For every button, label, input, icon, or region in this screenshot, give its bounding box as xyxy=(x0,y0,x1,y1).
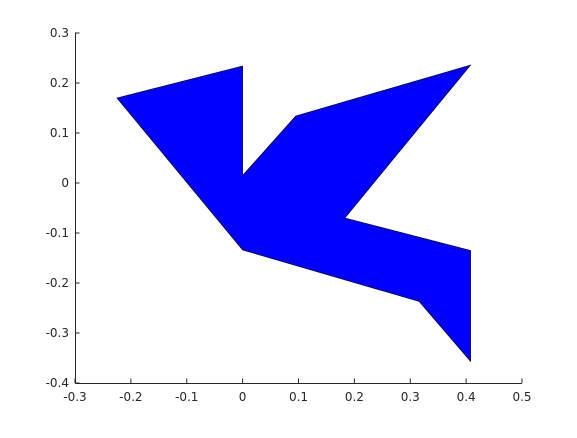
data-polygon-0 xyxy=(116,64,472,363)
y-tick-label: -0.2 xyxy=(46,276,69,290)
x-tick-label: 0.1 xyxy=(289,390,308,404)
x-tick-label: 0.4 xyxy=(457,390,476,404)
y-tick-label: 0.3 xyxy=(50,26,69,40)
y-tick-label: 0.1 xyxy=(50,126,69,140)
y-tick-label: -0.1 xyxy=(46,226,69,240)
y-tick-label: 0.2 xyxy=(50,76,69,90)
x-tick-label: 0.2 xyxy=(345,390,364,404)
x-tick-label: 0.3 xyxy=(401,390,420,404)
x-tick-label: -0.2 xyxy=(119,390,142,404)
plot-area xyxy=(116,64,472,363)
x-tick-label: -0.1 xyxy=(175,390,198,404)
x-tick-label: 0 xyxy=(239,390,247,404)
y-tick-label: 0 xyxy=(61,176,69,190)
y-tick-label: -0.3 xyxy=(46,326,69,340)
y-tick-label: -0.4 xyxy=(46,376,69,390)
x-tick-label: -0.3 xyxy=(63,390,86,404)
axes xyxy=(75,33,522,384)
x-axis-ticks: -0.3 -0.2 -0.1 0 0.1 0.2 0.3 0.4 0.5 xyxy=(63,378,532,404)
x-tick-label: 0.5 xyxy=(512,390,531,404)
y-axis-ticks: -0.4 -0.3 -0.2 -0.1 0 0.1 0.2 0.3 xyxy=(46,26,80,390)
